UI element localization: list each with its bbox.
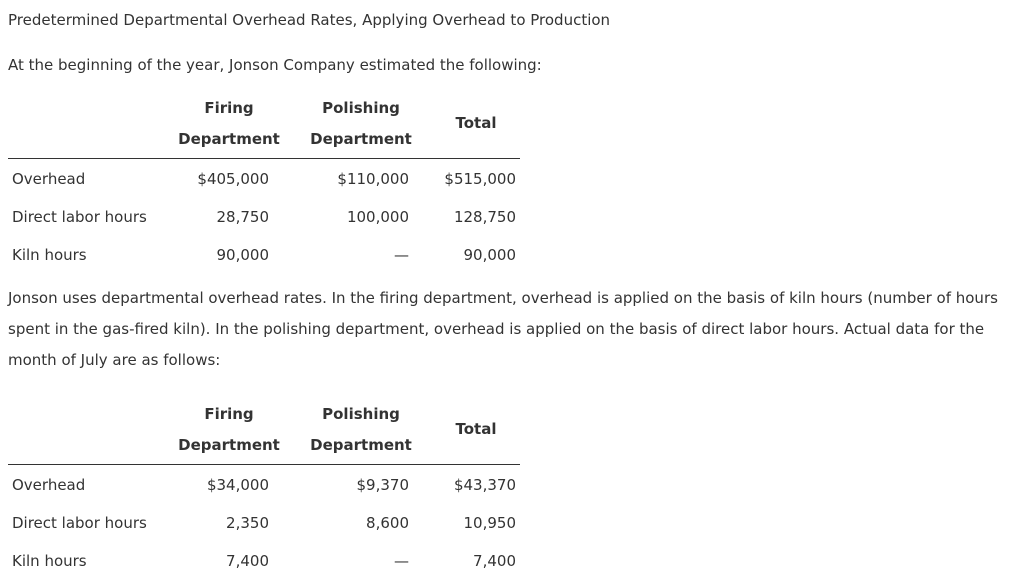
row-label: Direct labor hours <box>12 514 147 532</box>
polishing-value: — <box>394 246 409 264</box>
total-value: 10,950 <box>463 514 517 532</box>
polishing-value: $110,000 <box>337 170 409 188</box>
polishing-value: 8,600 <box>366 514 409 532</box>
total-value: 128,750 <box>453 208 516 226</box>
row-label: Kiln hours <box>12 552 87 570</box>
row-label: Direct labor hours <box>12 208 147 226</box>
header-rule <box>8 158 520 159</box>
firing-value: 28,750 <box>216 208 270 226</box>
row-label: Kiln hours <box>12 246 87 264</box>
total-value: 7,400 <box>473 552 516 570</box>
firing-value: $405,000 <box>197 170 269 188</box>
firing-value: 7,400 <box>226 552 269 570</box>
header-firing-department: Firing Department <box>178 405 280 454</box>
page-title: Predetermined Departmental Overhead Rate… <box>8 11 611 29</box>
row-label: Overhead <box>12 476 86 494</box>
polishing-value: — <box>394 552 409 570</box>
total-value: $515,000 <box>444 170 516 188</box>
intro-text: At the beginning of the year, Jonson Com… <box>8 56 542 74</box>
header-firing-department: Firing Department <box>178 99 280 148</box>
description-paragraph: Jonson uses departmental overhead rates.… <box>8 289 998 369</box>
header-polishing-department: Polishing Department <box>310 405 412 454</box>
header-total: Total <box>455 114 497 132</box>
header-total: Total <box>455 420 497 438</box>
firing-value: 90,000 <box>216 246 270 264</box>
firing-value: $34,000 <box>206 476 269 494</box>
row-label: Overhead <box>12 170 86 188</box>
header-rule <box>8 464 520 465</box>
polishing-value: 100,000 <box>346 208 409 226</box>
total-value: $43,370 <box>453 476 516 494</box>
total-value: 90,000 <box>463 246 517 264</box>
polishing-value: $9,370 <box>356 476 410 494</box>
firing-value: 2,350 <box>226 514 269 532</box>
header-polishing-department: Polishing Department <box>310 99 412 148</box>
